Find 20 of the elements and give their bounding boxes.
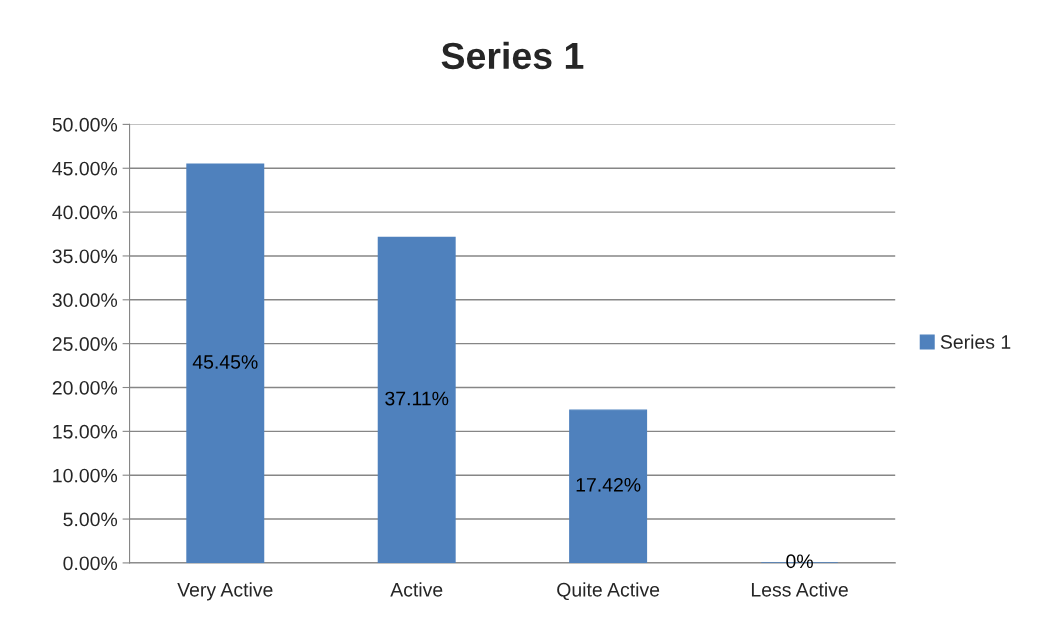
x-tick-label: Active [390,582,443,597]
y-tick-label: 30.00% [52,293,118,308]
y-tick-label: 50.00% [52,117,118,132]
y-tick-label: 15.00% [53,424,118,439]
y-tick-label: 20.00% [52,380,118,395]
x-tick-label: Quite Active [557,582,660,601]
y-tick-label: 45.00% [52,161,118,176]
x-tick-label: Less Active [751,582,848,597]
y-tick-label: 25.00% [52,337,118,351]
chart-title: Series 1 [441,41,584,70]
y-tick-label: 40.00% [52,205,118,220]
x-tick-label: Very Active [177,582,273,601]
y-tick-label: 10.00% [53,468,118,483]
y-tick-label: 5.00% [63,512,118,527]
data-label: 45.45% [192,355,258,369]
y-tick-label: 35.00% [52,249,118,264]
y-tick-label: 0.00% [63,556,118,571]
data-label: 17.42% [576,477,641,492]
legend-label: Series 1 [940,334,1011,349]
data-label: 37.11% [385,391,449,406]
